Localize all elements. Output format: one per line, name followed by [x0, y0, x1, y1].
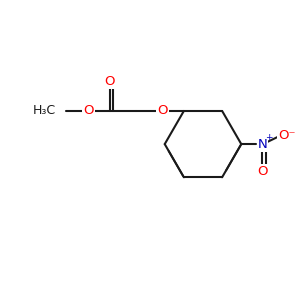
Text: +: + — [265, 133, 273, 142]
Text: O: O — [158, 104, 168, 118]
Text: O: O — [83, 104, 94, 118]
Text: O: O — [104, 75, 115, 88]
Text: O⁻: O⁻ — [278, 129, 296, 142]
Text: O: O — [257, 165, 268, 178]
Text: N: N — [258, 138, 267, 151]
Text: H₃C: H₃C — [33, 104, 56, 118]
